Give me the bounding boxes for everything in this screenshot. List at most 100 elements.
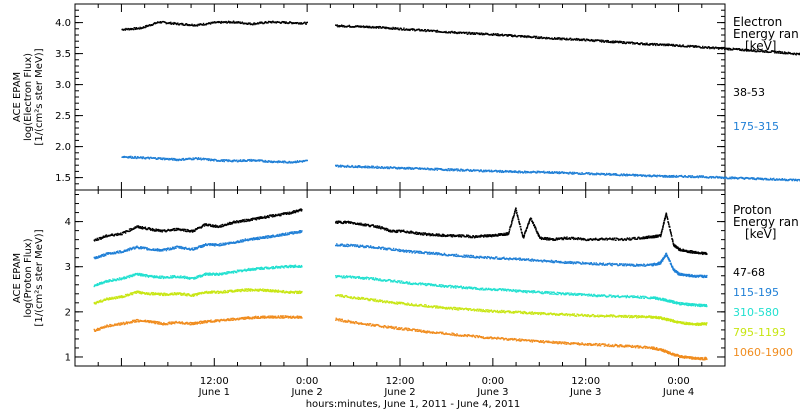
proton-data-point (209, 243, 211, 245)
proton-data-point (200, 246, 203, 249)
proton-data-point (642, 236, 644, 238)
electron-data-point (267, 22, 269, 24)
proton-data-point (105, 234, 108, 236)
proton-data-point (202, 225, 204, 227)
electron-data-point (445, 30, 447, 33)
electron-data-point (570, 39, 572, 41)
electron-data-point (256, 23, 258, 25)
proton-data-point (147, 248, 149, 251)
proton-data-point (165, 231, 167, 233)
proton-data-point (229, 223, 231, 226)
proton-data-point (98, 238, 100, 241)
electron-data-point (306, 159, 308, 162)
proton-data-point (546, 239, 548, 241)
proton-data-point (134, 248, 136, 250)
proton-data-point (518, 222, 521, 224)
proton-data-point (552, 239, 554, 242)
electron-data-point (453, 32, 455, 34)
proton-data-point (264, 235, 267, 237)
proton-data-point (580, 237, 582, 240)
electron-data-point (359, 165, 361, 167)
proton-data-point (669, 231, 672, 233)
electron-data-point (523, 36, 525, 38)
electron-data-point (513, 35, 516, 37)
proton-data-point (193, 247, 195, 249)
proton-data-point (140, 226, 143, 229)
proton-data-point (113, 251, 115, 253)
electron-data-point (696, 176, 698, 178)
proton-data-point (93, 240, 96, 242)
electron-data-point (350, 165, 353, 168)
electron-data-point (343, 166, 346, 168)
proton-data-point (634, 236, 636, 239)
electron-data-point (389, 167, 391, 169)
proton-data-point (293, 210, 295, 212)
electron-data-point (661, 175, 664, 177)
electron-data-point (295, 161, 298, 164)
proton-data-point (574, 237, 576, 239)
electron-data-point (408, 29, 410, 31)
proton-data-point (299, 209, 301, 212)
proton-data-point (512, 219, 514, 221)
electron-data-point (495, 169, 497, 172)
proton-data-point (298, 209, 300, 212)
electron-data-point (578, 38, 580, 41)
proton-data-point (118, 252, 120, 254)
proton-data-point (571, 236, 573, 239)
electron-data-point (144, 26, 146, 29)
proton-data-point (99, 236, 102, 239)
proton-data-point (533, 224, 535, 226)
proton-data-point (121, 233, 123, 236)
electron-data-point (440, 168, 442, 170)
electron-data-point (171, 158, 174, 161)
electron-data-point (728, 177, 731, 180)
electron-data-point (726, 47, 728, 50)
electron-data-point (764, 51, 766, 53)
proton-data-point (483, 234, 486, 236)
electron-data-point (667, 44, 670, 47)
electron-data-point (220, 20, 223, 23)
electron-data-point (271, 22, 273, 24)
proton-data-point (270, 235, 273, 237)
proton-data-point (242, 239, 244, 241)
proton-data-point (402, 230, 404, 232)
electron-data-point (712, 175, 714, 178)
electron-data-point (673, 44, 676, 47)
proton-data-point (117, 232, 119, 235)
electron-data-point (651, 42, 654, 45)
electron-data-point (718, 176, 720, 178)
electron-data-point (260, 22, 262, 24)
proton-data-point (194, 248, 197, 250)
proton-data-point (562, 237, 564, 240)
proton-data-point (174, 247, 176, 249)
electron-y-tick-label: 2.5 (55, 111, 71, 122)
proton-data-point (586, 239, 589, 241)
proton-data-point (375, 226, 377, 228)
electron-data-point (672, 43, 674, 46)
electron-data-point (729, 48, 732, 50)
proton-data-point (205, 223, 207, 226)
proton-data-point (272, 234, 274, 237)
proton-data-point (515, 207, 517, 210)
proton-data-point (652, 236, 654, 239)
proton-data-point (152, 229, 154, 232)
electron-data-point (263, 161, 266, 163)
proton-data-point (212, 224, 214, 226)
electron-data-point (413, 168, 415, 170)
electron-data-point (744, 177, 747, 180)
proton-data-point (645, 237, 647, 240)
proton-data-point (342, 222, 345, 225)
proton-data-point (678, 249, 681, 252)
proton-data-point (218, 225, 221, 227)
electron-data-point (408, 166, 411, 169)
electron-data-point (197, 157, 200, 159)
electron-data-point (520, 36, 522, 38)
proton-data-point (442, 235, 445, 237)
electron-data-point (664, 43, 666, 46)
electron-data-point (142, 27, 144, 29)
electron-data-point (681, 45, 684, 47)
proton-data-point (624, 238, 626, 240)
electron-data-point (285, 21, 287, 23)
electron-data-point (381, 27, 383, 29)
electron-data-point (294, 160, 296, 163)
